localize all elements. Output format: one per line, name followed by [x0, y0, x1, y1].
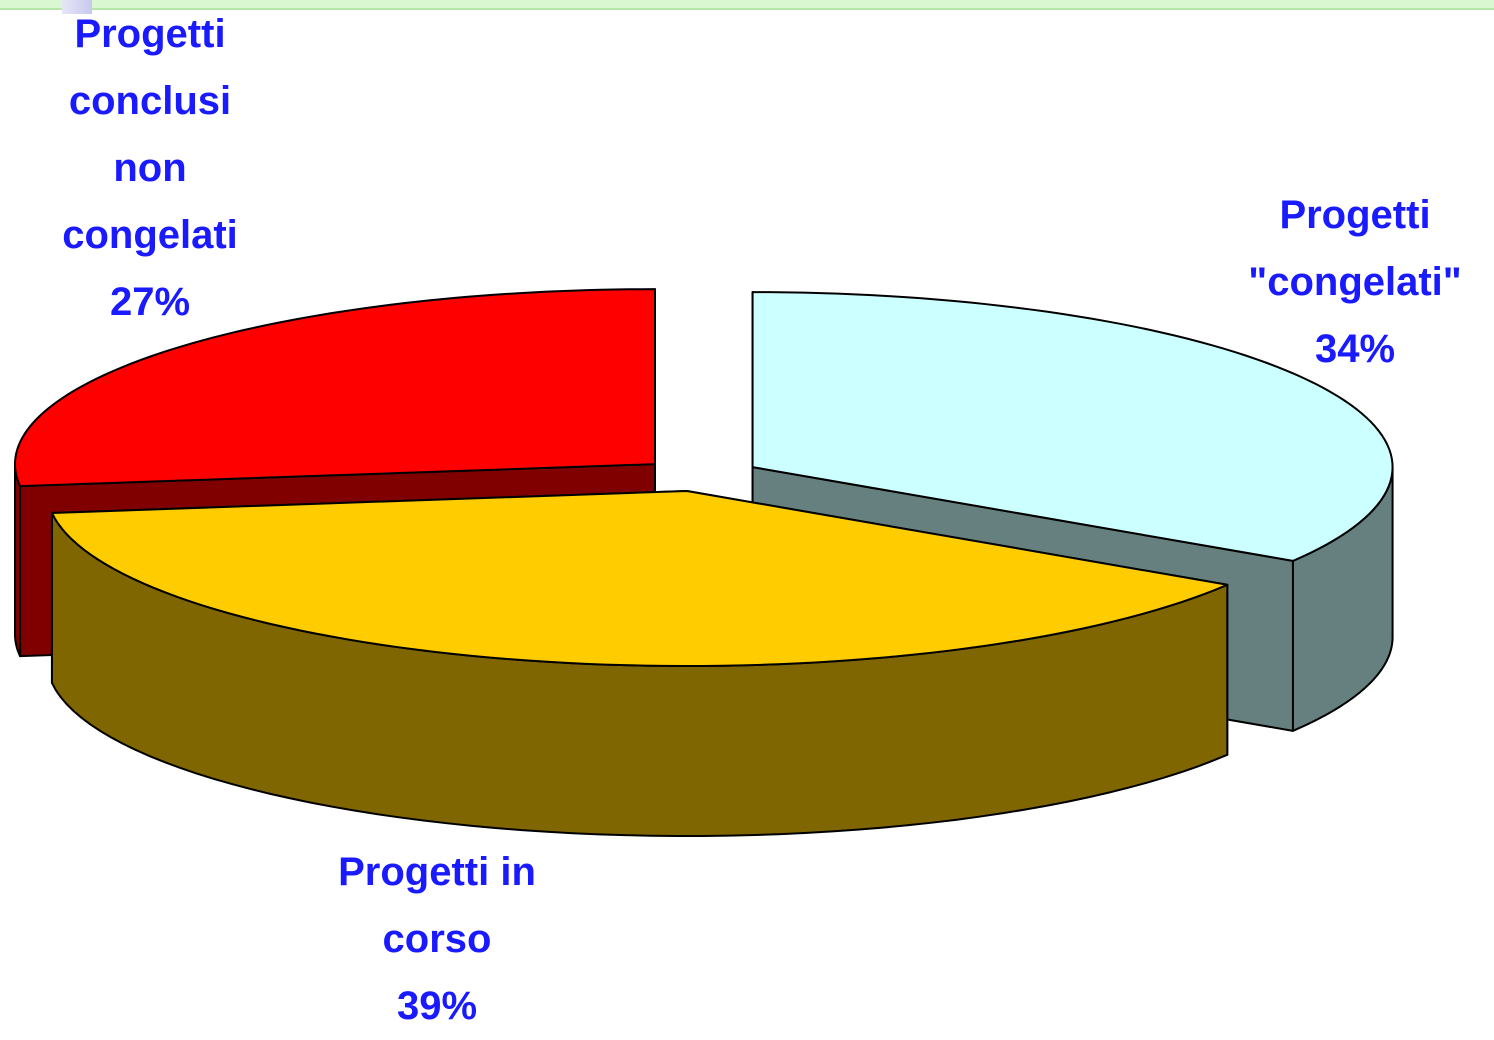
slice-label: Progetti in corso 39% — [297, 839, 577, 1040]
slice-value: 39% — [396, 984, 478, 1028]
slice-name: Progetti "congelati" — [1248, 193, 1462, 304]
slice-label: Progetti conclusi non congelati 27% — [30, 1, 270, 336]
slice-value: 34% — [1314, 327, 1396, 371]
top-band — [0, 0, 1494, 10]
slice-label: Progetti "congelati" 34% — [1210, 182, 1494, 383]
slice-top — [751, 291, 1394, 562]
slice-name: Progetti conclusi non congelati — [62, 12, 238, 257]
slice-name: Progetti in corso — [338, 850, 536, 961]
slice-top — [50, 490, 1229, 668]
slice-top — [13, 288, 656, 488]
top-band-tab — [62, 0, 92, 14]
slice-side — [13, 463, 22, 658]
slice-value: 27% — [109, 280, 191, 324]
